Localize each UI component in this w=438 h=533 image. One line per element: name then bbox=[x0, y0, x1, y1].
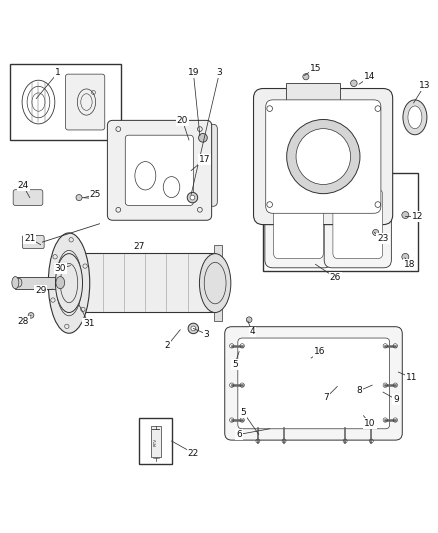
FancyBboxPatch shape bbox=[224, 327, 401, 440]
Bar bbox=[150, 426, 161, 457]
FancyBboxPatch shape bbox=[264, 180, 331, 268]
Ellipse shape bbox=[190, 195, 194, 200]
Ellipse shape bbox=[302, 74, 308, 80]
Text: 4: 4 bbox=[249, 327, 254, 336]
FancyBboxPatch shape bbox=[65, 74, 105, 130]
FancyBboxPatch shape bbox=[237, 338, 389, 429]
Text: 24: 24 bbox=[18, 181, 29, 190]
Text: 19: 19 bbox=[187, 68, 198, 77]
Text: 11: 11 bbox=[405, 373, 416, 382]
FancyBboxPatch shape bbox=[125, 135, 193, 205]
Bar bbox=[285, 83, 339, 102]
Ellipse shape bbox=[286, 119, 359, 193]
Ellipse shape bbox=[401, 253, 408, 261]
Text: 26: 26 bbox=[328, 273, 340, 282]
Text: 21: 21 bbox=[24, 233, 35, 243]
Text: RTV: RTV bbox=[153, 438, 157, 446]
Ellipse shape bbox=[132, 242, 139, 249]
Ellipse shape bbox=[28, 312, 34, 318]
Ellipse shape bbox=[191, 326, 195, 331]
Text: 3: 3 bbox=[203, 329, 209, 338]
Text: 29: 29 bbox=[35, 286, 46, 295]
Ellipse shape bbox=[187, 323, 198, 334]
Text: 13: 13 bbox=[418, 81, 429, 90]
Text: 18: 18 bbox=[403, 260, 414, 269]
FancyBboxPatch shape bbox=[13, 190, 43, 205]
FancyBboxPatch shape bbox=[323, 180, 391, 268]
Ellipse shape bbox=[163, 176, 180, 198]
FancyBboxPatch shape bbox=[273, 189, 322, 259]
Ellipse shape bbox=[56, 277, 64, 289]
Ellipse shape bbox=[295, 128, 350, 184]
FancyBboxPatch shape bbox=[22, 236, 44, 248]
Text: 30: 30 bbox=[54, 264, 66, 273]
Ellipse shape bbox=[372, 229, 378, 236]
Text: 7: 7 bbox=[323, 393, 328, 402]
Bar bbox=[138, 418, 171, 464]
Text: 23: 23 bbox=[377, 233, 388, 243]
Text: 16: 16 bbox=[313, 347, 325, 356]
Text: 20: 20 bbox=[177, 116, 187, 125]
Text: 15: 15 bbox=[309, 63, 321, 72]
FancyBboxPatch shape bbox=[107, 120, 211, 220]
Ellipse shape bbox=[12, 277, 19, 289]
Bar bbox=[15, 277, 62, 289]
Bar bbox=[214, 245, 222, 321]
Text: 12: 12 bbox=[411, 212, 423, 221]
Ellipse shape bbox=[198, 133, 207, 142]
FancyBboxPatch shape bbox=[123, 124, 217, 206]
Ellipse shape bbox=[55, 254, 82, 312]
Text: 27: 27 bbox=[133, 243, 144, 252]
Ellipse shape bbox=[407, 106, 421, 128]
FancyBboxPatch shape bbox=[253, 88, 392, 224]
Text: 9: 9 bbox=[392, 395, 398, 404]
Ellipse shape bbox=[187, 192, 197, 203]
Bar bbox=[69, 253, 215, 312]
Bar bbox=[262, 173, 417, 271]
Text: 14: 14 bbox=[364, 72, 375, 81]
Ellipse shape bbox=[401, 212, 408, 219]
Text: 6: 6 bbox=[236, 430, 241, 439]
Ellipse shape bbox=[48, 233, 89, 333]
Text: 22: 22 bbox=[187, 449, 198, 458]
Text: 25: 25 bbox=[89, 190, 101, 199]
Text: 1: 1 bbox=[55, 68, 61, 77]
Text: 3: 3 bbox=[216, 68, 222, 77]
Text: 2: 2 bbox=[164, 342, 170, 350]
Ellipse shape bbox=[134, 161, 155, 190]
Text: 28: 28 bbox=[18, 317, 29, 326]
Ellipse shape bbox=[76, 195, 82, 200]
FancyBboxPatch shape bbox=[265, 100, 380, 213]
Ellipse shape bbox=[199, 254, 230, 312]
Text: 10: 10 bbox=[364, 419, 375, 428]
Text: 5: 5 bbox=[240, 408, 246, 417]
FancyBboxPatch shape bbox=[332, 189, 382, 259]
Bar bbox=[10, 63, 121, 140]
Text: 31: 31 bbox=[83, 319, 94, 328]
Text: 17: 17 bbox=[198, 155, 209, 164]
Ellipse shape bbox=[246, 317, 251, 322]
Ellipse shape bbox=[402, 100, 426, 135]
Text: 8: 8 bbox=[355, 386, 361, 395]
Ellipse shape bbox=[350, 80, 357, 86]
Text: 5: 5 bbox=[231, 360, 237, 369]
